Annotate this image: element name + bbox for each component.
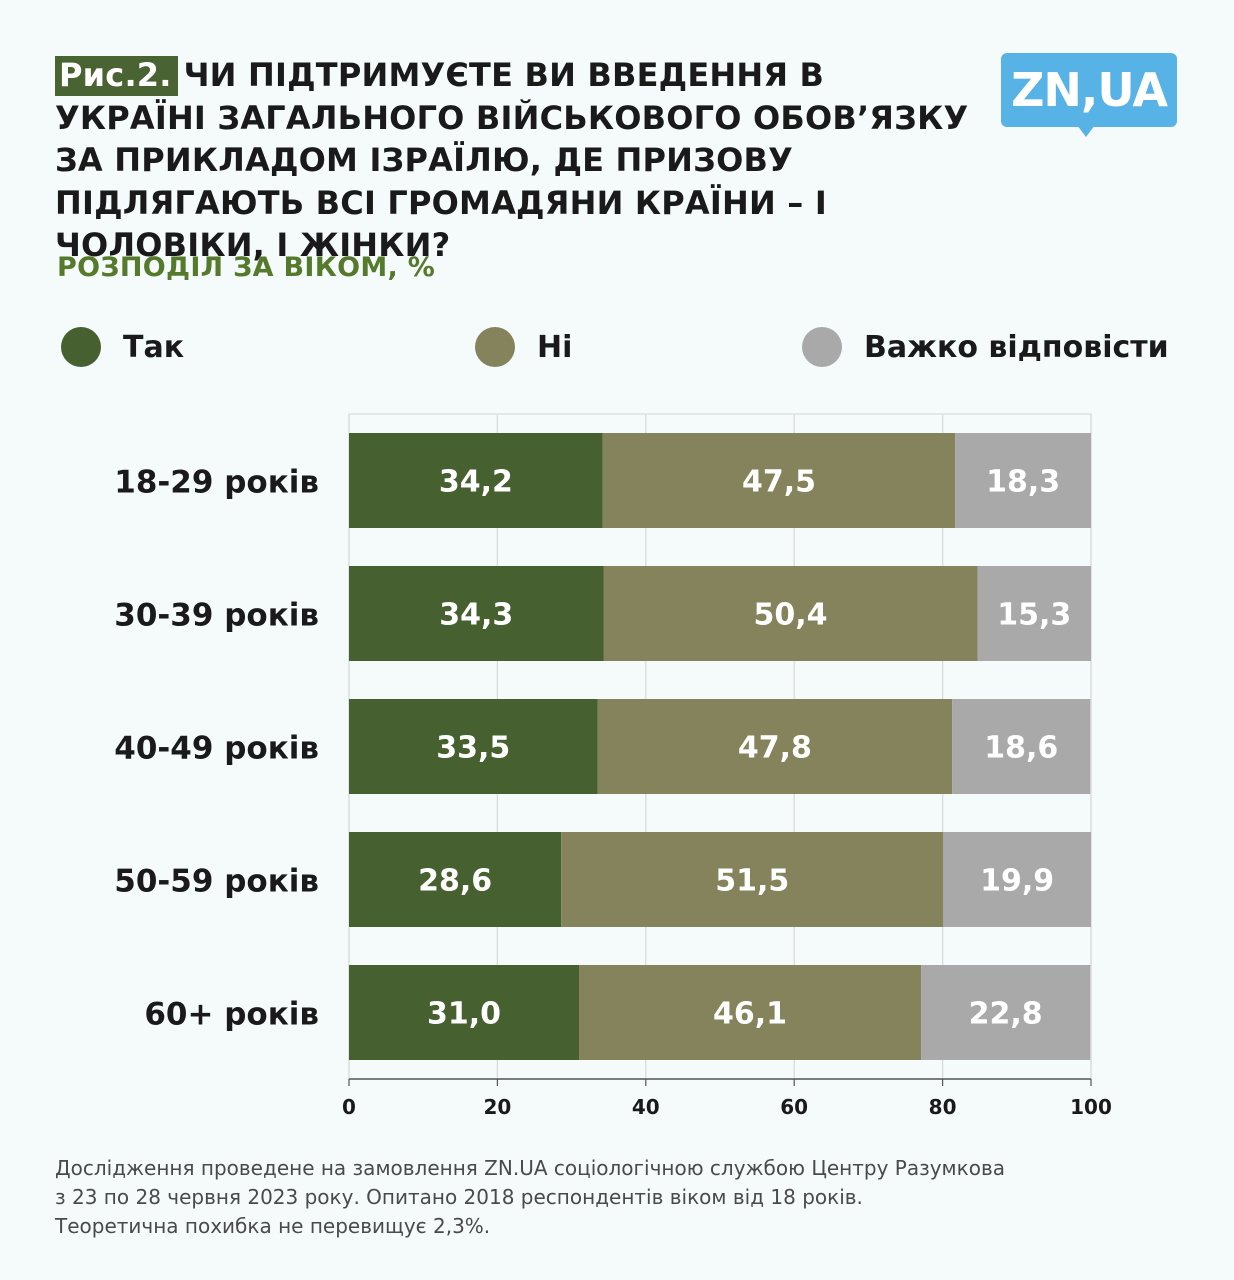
category-label: 60+ років bbox=[144, 997, 319, 1033]
bar-segment bbox=[349, 832, 562, 927]
legend-item-no: Ні bbox=[475, 325, 572, 369]
bar-segment bbox=[943, 832, 1091, 927]
x-tick-label: 40 bbox=[632, 1095, 660, 1119]
category-label: 18-29 років bbox=[114, 465, 319, 501]
figure-tag: Рис.2. bbox=[55, 56, 178, 96]
bar-segment bbox=[977, 566, 1091, 661]
footnote-line-2: з 23 по 28 червня 2023 року. Опитано 201… bbox=[55, 1185, 863, 1209]
bar-segment bbox=[349, 699, 598, 794]
legend-label-hard-to-say: Важко відповісти bbox=[864, 329, 1169, 365]
data-label: 22,8 bbox=[969, 997, 1043, 1032]
bar-segment bbox=[561, 832, 944, 927]
chart-title: Рис.2. ЧИ ПІДТРИМУЄТЕ ВИ ВВЕДЕННЯ В УКРАЇ… bbox=[55, 54, 985, 267]
data-label: 18,6 bbox=[984, 731, 1058, 766]
data-label: 47,8 bbox=[738, 731, 812, 766]
logo-speech-tail bbox=[1074, 121, 1098, 137]
x-tick-label: 0 bbox=[342, 1095, 356, 1119]
chart-subtitle: РОЗПОДІЛ ЗА ВІКОМ, % bbox=[57, 252, 436, 283]
footnote-line-1: Дослідження проведене на замовлення ZN.U… bbox=[55, 1156, 1005, 1180]
bar-segment bbox=[349, 965, 580, 1060]
legend-swatch-no bbox=[475, 327, 515, 367]
data-label: 46,1 bbox=[713, 997, 787, 1032]
footnote-line-3: Теоретична похибка не перевищує 2,3%. bbox=[55, 1214, 491, 1238]
data-label: 51,5 bbox=[715, 864, 789, 899]
data-label: 50,4 bbox=[753, 598, 827, 633]
data-label: 28,6 bbox=[418, 864, 492, 899]
legend-swatch-yes bbox=[61, 327, 101, 367]
bar-segment bbox=[955, 433, 1091, 528]
bar-segment bbox=[603, 566, 978, 661]
zn-ua-logo: ZN,UA bbox=[1001, 53, 1177, 127]
x-tick-label: 100 bbox=[1070, 1095, 1112, 1119]
title-text: ЧИ ПІДТРИМУЄТЕ ВИ ВВЕДЕННЯ В УКРАЇНІ ЗАГ… bbox=[55, 56, 969, 264]
x-tick-label: 80 bbox=[929, 1095, 957, 1119]
legend-item-hard-to-say: Важко відповісти bbox=[802, 325, 1169, 369]
bar-segment bbox=[952, 699, 1091, 794]
bar-segment bbox=[349, 433, 603, 528]
footnote: Дослідження проведене на замовлення ZN.U… bbox=[55, 1154, 1175, 1241]
x-tick-label: 60 bbox=[780, 1095, 808, 1119]
legend-label-yes: Так bbox=[123, 329, 185, 365]
bar-segment bbox=[597, 699, 953, 794]
category-label: 40-49 років bbox=[114, 731, 319, 767]
data-label: 34,3 bbox=[439, 598, 513, 633]
bar-segment bbox=[349, 566, 604, 661]
category-label: 50-59 років bbox=[114, 864, 319, 900]
data-label: 47,5 bbox=[742, 465, 816, 500]
legend-label-no: Ні bbox=[537, 329, 573, 365]
data-label: 15,3 bbox=[997, 598, 1071, 633]
x-tick-label: 20 bbox=[483, 1095, 511, 1119]
legend-item-yes: Так bbox=[61, 325, 184, 369]
stacked-bar-chart: 0 20 40 60 80 100 18-29 років 34,2 47,5 18,3 30-39… bbox=[114, 413, 1112, 1119]
bar-segment bbox=[602, 433, 956, 528]
legend-swatch-hard-to-say bbox=[802, 327, 842, 367]
data-label: 31,0 bbox=[427, 997, 501, 1032]
data-label: 33,5 bbox=[436, 731, 510, 766]
data-label: 19,9 bbox=[980, 864, 1054, 899]
category-label: 30-39 років bbox=[114, 598, 319, 634]
data-label: 18,3 bbox=[986, 465, 1060, 500]
bar-segment bbox=[921, 965, 1091, 1060]
data-label: 34,2 bbox=[439, 465, 513, 500]
bar-segment bbox=[579, 965, 922, 1060]
